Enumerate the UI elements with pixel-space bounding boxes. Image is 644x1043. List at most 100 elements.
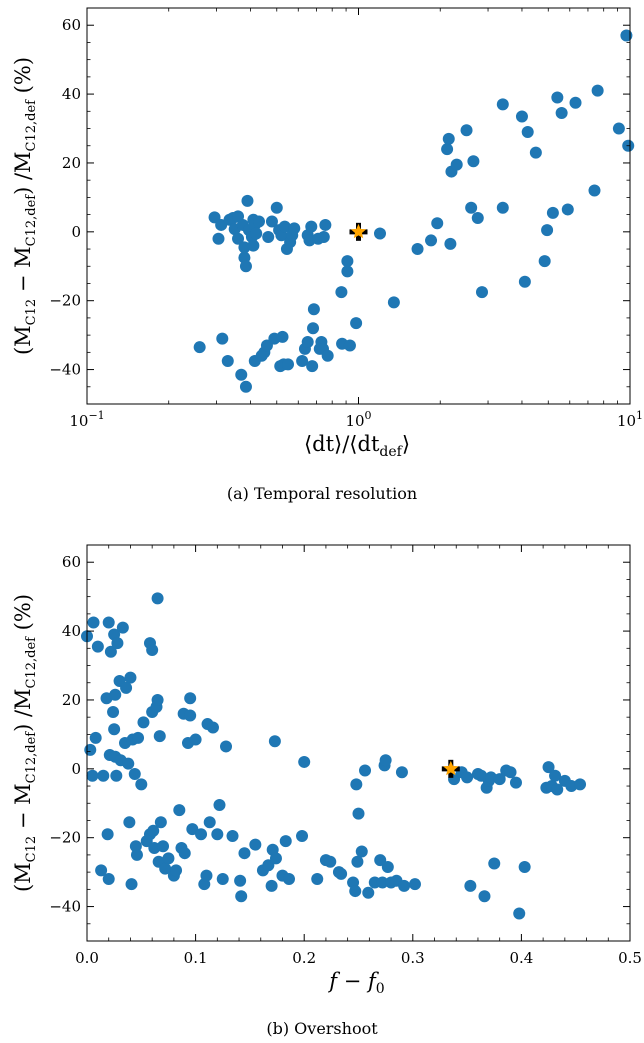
data-point — [513, 907, 526, 920]
data-point — [130, 848, 143, 861]
x-tick-label: 0.5 — [618, 949, 642, 967]
data-point — [234, 874, 247, 887]
data-point — [431, 217, 444, 230]
y-tick-label: 60 — [62, 16, 81, 34]
data-point — [509, 776, 522, 789]
data-point — [335, 286, 348, 299]
y-tick-label: −20 — [49, 292, 81, 310]
data-point — [122, 757, 135, 770]
data-point — [311, 873, 324, 886]
data-point — [270, 201, 283, 214]
data-point — [574, 778, 587, 791]
data-point — [151, 693, 164, 706]
data-point — [376, 876, 389, 889]
data-point — [213, 798, 226, 811]
data-point — [475, 286, 488, 299]
data-point — [395, 766, 408, 779]
data-point — [425, 234, 438, 247]
data-point — [269, 852, 282, 865]
data-point — [542, 761, 555, 774]
data-point — [555, 107, 568, 120]
data-point — [203, 816, 216, 829]
data-point — [247, 239, 260, 252]
data-point — [206, 721, 219, 734]
data-point — [387, 296, 400, 309]
data-point — [250, 227, 263, 240]
data-point — [107, 706, 120, 719]
data-point — [296, 354, 309, 367]
data-point — [101, 828, 114, 841]
data-point — [441, 143, 454, 156]
data-point — [305, 220, 318, 233]
y-axis-label-b: (MC12 − MC12,def) /MC12,def (%) — [11, 594, 39, 892]
data-point — [379, 754, 392, 767]
data-point — [157, 840, 170, 853]
data-point — [102, 616, 115, 629]
x-axis-label-b: f − f0 — [327, 969, 384, 997]
data-point — [111, 637, 124, 650]
y-tick-label: −20 — [49, 829, 81, 847]
data-point — [551, 783, 564, 796]
data-point — [91, 640, 104, 653]
data-point — [268, 735, 281, 748]
x-tick-label: 100 — [345, 409, 371, 430]
scatter-points-a — [193, 29, 635, 393]
data-point — [306, 360, 319, 373]
data-point — [351, 855, 364, 868]
data-point — [153, 730, 166, 743]
data-point — [588, 184, 601, 197]
data-point — [450, 158, 463, 171]
data-point — [235, 368, 248, 381]
data-point — [549, 769, 562, 782]
data-point — [317, 230, 330, 243]
data-point — [276, 330, 289, 343]
data-point — [569, 96, 582, 109]
data-point — [551, 91, 564, 104]
data-point — [232, 232, 245, 245]
caption-b: (b) Overshoot — [266, 1019, 378, 1038]
data-point — [620, 29, 633, 42]
data-point — [265, 879, 278, 892]
panel-temporal-resolution: −40 −20 0 20 40 60 10−1 100 101 ⟨dt⟩/⟨dtdef⟩ (MC… — [11, 7, 643, 503]
data-point — [478, 890, 491, 903]
data-point — [335, 867, 348, 880]
data-point — [518, 860, 531, 873]
y-tick-label: 40 — [62, 85, 81, 103]
data-point — [239, 260, 252, 273]
reference-star — [443, 760, 459, 776]
y-axis-label-a: (MC12 − MC12,def) /MC12,def (%) — [11, 57, 39, 355]
data-point — [265, 215, 278, 228]
data-point — [279, 835, 292, 848]
data-point — [496, 201, 509, 214]
y-tick-label: −40 — [49, 898, 81, 916]
reference-star — [350, 223, 367, 239]
data-point — [408, 878, 421, 891]
data-point — [362, 886, 375, 899]
scatter-points-b — [81, 592, 587, 920]
data-point — [518, 275, 531, 288]
tick-labels-a: −40 −20 0 20 40 60 10−1 100 101 — [49, 16, 643, 430]
data-point — [110, 769, 123, 782]
y-tick-label: 40 — [62, 622, 81, 640]
data-point — [186, 823, 199, 836]
data-point — [488, 857, 501, 870]
x-tick-label: 101 — [617, 409, 643, 430]
data-point — [195, 828, 208, 841]
data-point — [238, 241, 251, 254]
data-point — [442, 132, 455, 145]
data-point — [125, 878, 138, 891]
plot-frame-b — [86, 544, 631, 942]
data-point — [221, 354, 234, 367]
y-tick-label: 0 — [71, 760, 81, 778]
data-point — [591, 84, 604, 97]
data-point — [132, 731, 145, 744]
data-point — [235, 890, 248, 903]
reference-marker-b — [441, 759, 460, 778]
data-point — [288, 222, 301, 235]
data-point — [324, 855, 337, 868]
data-point — [146, 644, 159, 657]
data-point — [116, 621, 129, 634]
data-point — [154, 816, 167, 829]
data-point — [216, 873, 229, 886]
x-axis-label-a: ⟨dt⟩/⟨dtdef⟩ — [304, 432, 410, 460]
